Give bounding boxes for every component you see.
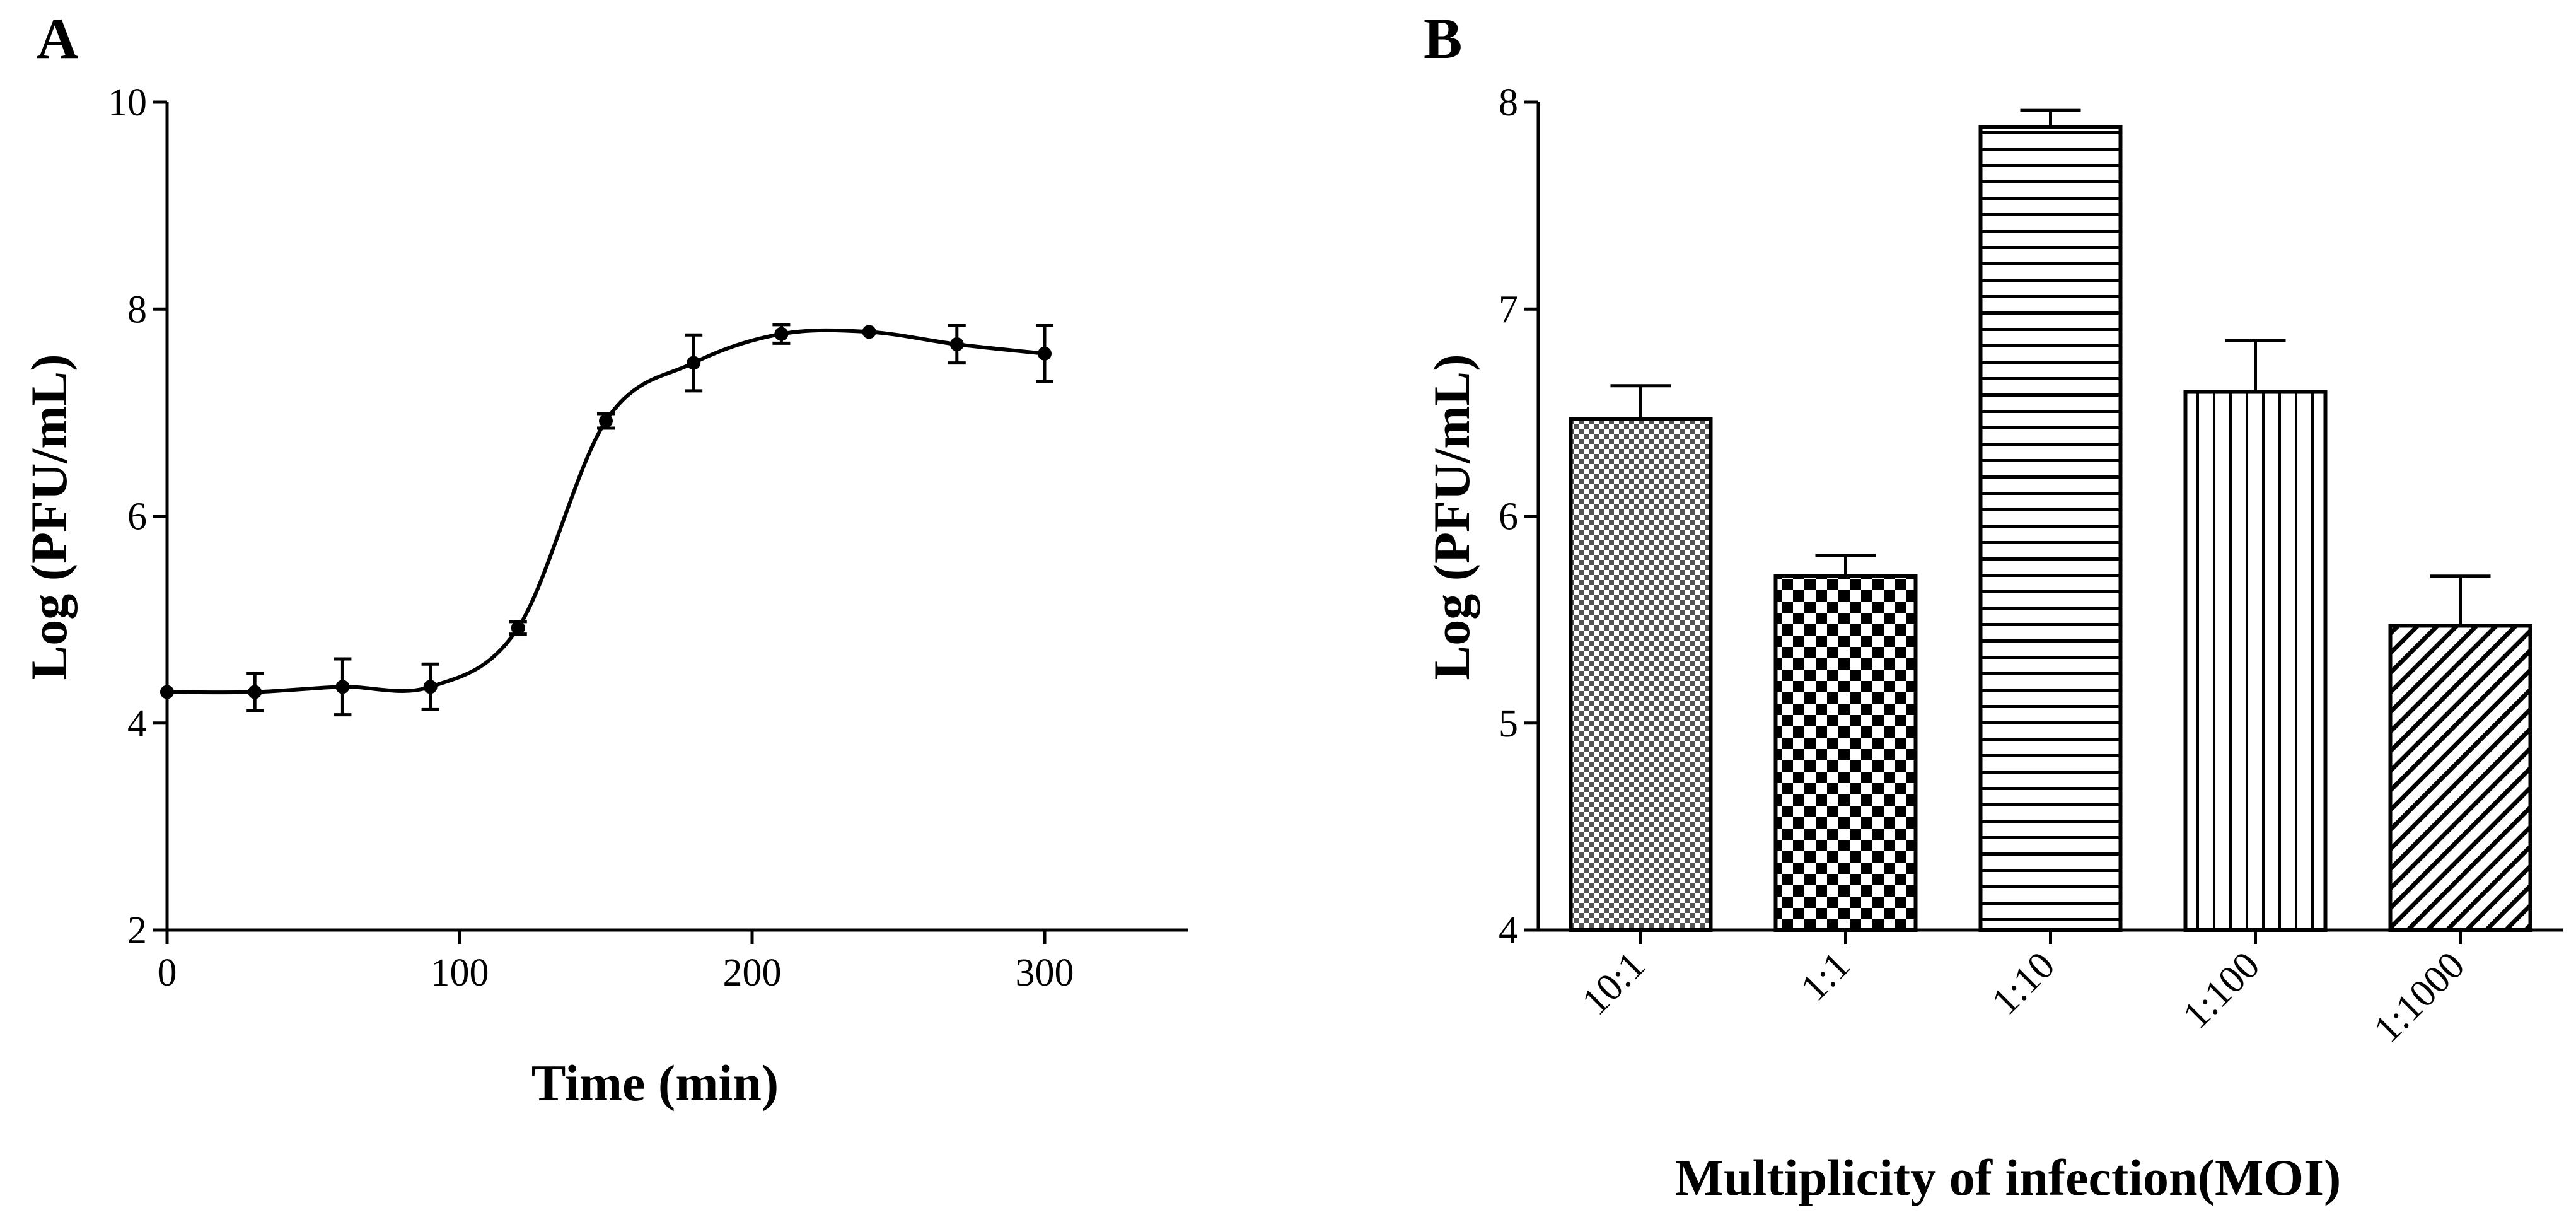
panel-a-data-point bbox=[160, 685, 174, 699]
panel-a: A 2 4 6 8 10 0 100 200 300 Time (min) Log (PFU/… bbox=[20, 6, 1188, 1112]
panel-a-y-tick-label: 6 bbox=[127, 496, 147, 538]
panel-a-data-point bbox=[335, 680, 350, 694]
panel-a-x-tick-label: 100 bbox=[431, 951, 489, 994]
panel-a-letter: A bbox=[37, 6, 78, 71]
panel-b-y-tick-label: 5 bbox=[1499, 702, 1518, 745]
panel-a-data-point bbox=[248, 685, 262, 699]
panel-a-y-ticks: 2 4 6 8 10 bbox=[108, 81, 167, 952]
panel-a-data-point bbox=[511, 620, 525, 635]
panel-a-axes bbox=[165, 102, 1188, 932]
panel-b-bar bbox=[1978, 125, 2123, 932]
panel-a-x-tick-label: 0 bbox=[158, 951, 177, 994]
panel-b-bar bbox=[2183, 390, 2328, 932]
panel-b: B 4 5 6 7 8 10:1 1:1 1:10 1:100 1:1000 Multiplic… bbox=[1423, 6, 2563, 1206]
panel-a-data-point bbox=[599, 414, 613, 428]
panel-b-x-axis-title: Multiplicity of infection(MOI) bbox=[1675, 1149, 2341, 1206]
panel-a-series-line bbox=[166, 328, 1045, 695]
panel-a-data-point bbox=[949, 337, 964, 352]
panel-b-x-tick-label: 10:1 bbox=[1574, 944, 1653, 1023]
panel-a-x-ticks: 0 100 200 300 bbox=[158, 930, 1074, 994]
panel-b-y-axis-title: Log (PFU/mL) bbox=[1423, 354, 1480, 680]
panel-b-x-tick-label: 1:1 bbox=[1792, 944, 1858, 1009]
panel-a-data-point bbox=[423, 680, 438, 694]
panel-a-y-tick-label: 10 bbox=[108, 81, 147, 124]
panel-b-letter: B bbox=[1424, 6, 1462, 71]
panel-b-bar bbox=[1773, 574, 1918, 932]
panel-a-data-point bbox=[687, 356, 701, 370]
panel-a-x-axis-title: Time (min) bbox=[531, 1054, 779, 1112]
panel-a-data-point bbox=[1038, 346, 1052, 361]
panel-b-y-ticks: 4 5 6 7 8 bbox=[1499, 81, 1538, 952]
panel-a-data-point bbox=[862, 325, 876, 339]
panel-b-y-tick-label: 6 bbox=[1499, 496, 1518, 538]
panel-b-x-tick-label: 1:10 bbox=[1983, 944, 2063, 1023]
panel-b-x-tick-label: 1:1000 bbox=[2366, 944, 2473, 1051]
panel-a-y-tick-label: 2 bbox=[127, 909, 147, 952]
panel-b-y-tick-label: 7 bbox=[1499, 288, 1518, 331]
panel-a-data-point bbox=[774, 327, 789, 341]
panel-a-y-tick-label: 8 bbox=[127, 288, 147, 331]
panel-b-x-tick-label: 1:100 bbox=[2174, 944, 2268, 1037]
panel-b-y-tick-label: 8 bbox=[1499, 81, 1518, 124]
panel-a-marks bbox=[160, 323, 1053, 717]
panel-b-x-ticks: 10:1 1:1 1:10 1:100 1:1000 bbox=[1574, 930, 2473, 1051]
panel-b-bar bbox=[2388, 624, 2532, 932]
panel-b-marks bbox=[1569, 108, 2532, 932]
panel-a-x-tick-label: 300 bbox=[1016, 951, 1074, 994]
panel-a-y-tick-label: 4 bbox=[127, 702, 147, 745]
panel-b-bar bbox=[1569, 417, 1713, 932]
panel-b-y-tick-label: 4 bbox=[1499, 909, 1518, 952]
panel-a-y-axis-title: Log (PFU/mL) bbox=[20, 354, 78, 680]
panel-a-x-tick-label: 200 bbox=[723, 951, 782, 994]
